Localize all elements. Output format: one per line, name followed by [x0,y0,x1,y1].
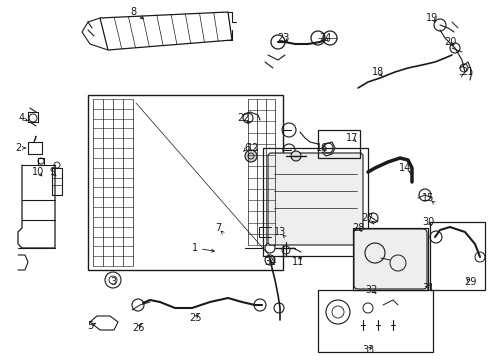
Text: 19: 19 [425,13,437,23]
Text: 7: 7 [214,223,221,233]
Text: 25: 25 [188,313,201,323]
Text: 17: 17 [345,133,357,143]
Text: 3: 3 [110,277,116,287]
Text: 31: 31 [421,283,433,293]
Text: 26: 26 [132,323,144,333]
Text: 11: 11 [291,257,304,267]
Text: 21: 21 [460,67,472,77]
Polygon shape [100,12,231,50]
Text: 10: 10 [32,167,44,177]
Text: 15: 15 [421,193,433,203]
Text: 12: 12 [246,143,259,153]
Text: 14: 14 [398,163,410,173]
Text: 24: 24 [318,33,330,43]
Text: 13: 13 [273,227,285,237]
Text: 16: 16 [315,143,327,153]
Text: 34: 34 [264,257,276,267]
Text: 1: 1 [192,243,198,253]
Text: 32: 32 [365,285,377,295]
Text: 30: 30 [421,217,433,227]
Text: 23: 23 [276,33,288,43]
Text: 27: 27 [361,213,373,223]
Text: 28: 28 [351,223,364,233]
Text: 2: 2 [15,143,21,153]
Circle shape [244,150,257,162]
Text: 20: 20 [443,37,455,47]
Text: 29: 29 [463,277,475,287]
Bar [317,290,432,352]
Text: 5: 5 [87,321,93,331]
Text: 33: 33 [361,345,373,355]
Bar [352,228,427,290]
Text: 18: 18 [371,67,384,77]
Bar [88,95,283,270]
Text: 9: 9 [49,167,55,177]
Text: 4: 4 [19,113,25,123]
FancyBboxPatch shape [267,153,362,245]
Text: 6: 6 [244,143,249,153]
Bar [429,222,484,290]
Text: 22: 22 [236,113,249,123]
Bar [317,130,359,158]
FancyBboxPatch shape [353,229,426,289]
Circle shape [290,151,301,161]
Bar [263,148,367,256]
Text: 8: 8 [130,7,136,17]
